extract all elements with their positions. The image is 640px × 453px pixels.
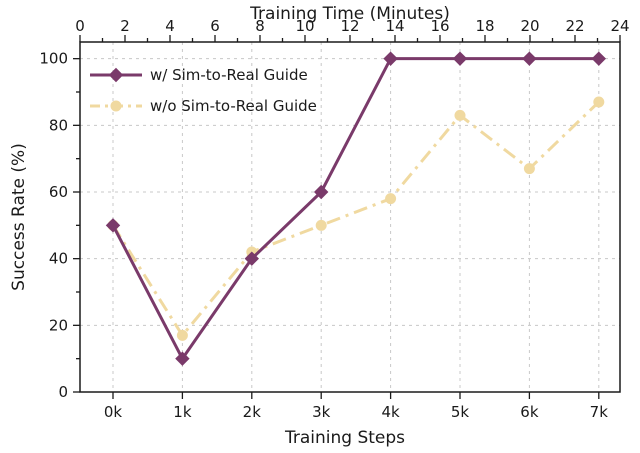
top-axis-title: Training Time (Minutes) bbox=[249, 4, 450, 24]
x-tick-label: 7k bbox=[590, 403, 609, 421]
top-tick-label: 16 bbox=[430, 17, 449, 35]
data-point bbox=[452, 51, 468, 66]
plot-frame bbox=[79, 41, 621, 393]
data-point bbox=[315, 219, 327, 231]
x-tick-label: 6k bbox=[520, 403, 539, 421]
x-tick-label: 3k bbox=[312, 403, 331, 421]
x-tick-label: 5k bbox=[451, 403, 470, 421]
top-tick-label: 2 bbox=[120, 17, 130, 35]
series-layer bbox=[105, 51, 607, 366]
data-point bbox=[593, 96, 605, 108]
y-tick-label: 40 bbox=[49, 250, 68, 268]
top-tick-label: 22 bbox=[565, 17, 584, 35]
x-tick-label: 2k bbox=[243, 403, 262, 421]
y-tick-label: 60 bbox=[49, 183, 68, 201]
legend: w/ Sim-to-Real Guide w/o Sim-to-Real Guid… bbox=[90, 66, 317, 115]
legend-marker bbox=[110, 100, 122, 112]
data-point bbox=[313, 184, 329, 200]
data-point bbox=[523, 163, 535, 175]
x-tick-label: 1k bbox=[173, 403, 192, 421]
data-point bbox=[175, 351, 190, 366]
x-tick-label: 0k bbox=[104, 403, 123, 421]
grid bbox=[80, 42, 620, 393]
legend-label: w/ Sim-to-Real Guide bbox=[150, 66, 308, 84]
top-tick-label: 18 bbox=[475, 17, 494, 35]
top-tick-label: 24 bbox=[610, 17, 629, 35]
top-tick-label: 12 bbox=[340, 17, 359, 35]
data-point bbox=[105, 218, 121, 233]
y-tick-label: 100 bbox=[39, 50, 68, 68]
top-tick-label: 14 bbox=[385, 17, 404, 35]
series-line bbox=[111, 57, 599, 361]
legend-label: w/o Sim-to-Real Guide bbox=[150, 97, 317, 115]
data-point bbox=[454, 109, 466, 121]
y-tick-label: 0 bbox=[58, 383, 68, 401]
data-point bbox=[591, 51, 607, 66]
data-point bbox=[176, 329, 188, 341]
top-tick-label: 6 bbox=[210, 17, 220, 35]
top-tick-label: 0 bbox=[75, 17, 85, 35]
y-tick-label: 80 bbox=[49, 116, 68, 134]
y-axis-title: Success Rate (%) bbox=[9, 143, 29, 291]
legend-marker bbox=[108, 67, 124, 83]
data-point bbox=[522, 51, 537, 66]
top-tick-label: 10 bbox=[295, 17, 314, 35]
x-axis-title: Training Steps bbox=[284, 428, 405, 448]
data-point bbox=[244, 251, 260, 266]
series-line bbox=[111, 100, 600, 337]
data-point bbox=[383, 51, 398, 66]
series-1 bbox=[105, 51, 607, 366]
x-tick-label: 4k bbox=[381, 403, 400, 421]
y-tick-label: 20 bbox=[49, 316, 68, 334]
top-tick-label: 20 bbox=[520, 17, 539, 35]
top-tick-label: 4 bbox=[165, 17, 175, 35]
top-tick-label: 8 bbox=[255, 17, 265, 35]
data-point bbox=[385, 193, 397, 205]
